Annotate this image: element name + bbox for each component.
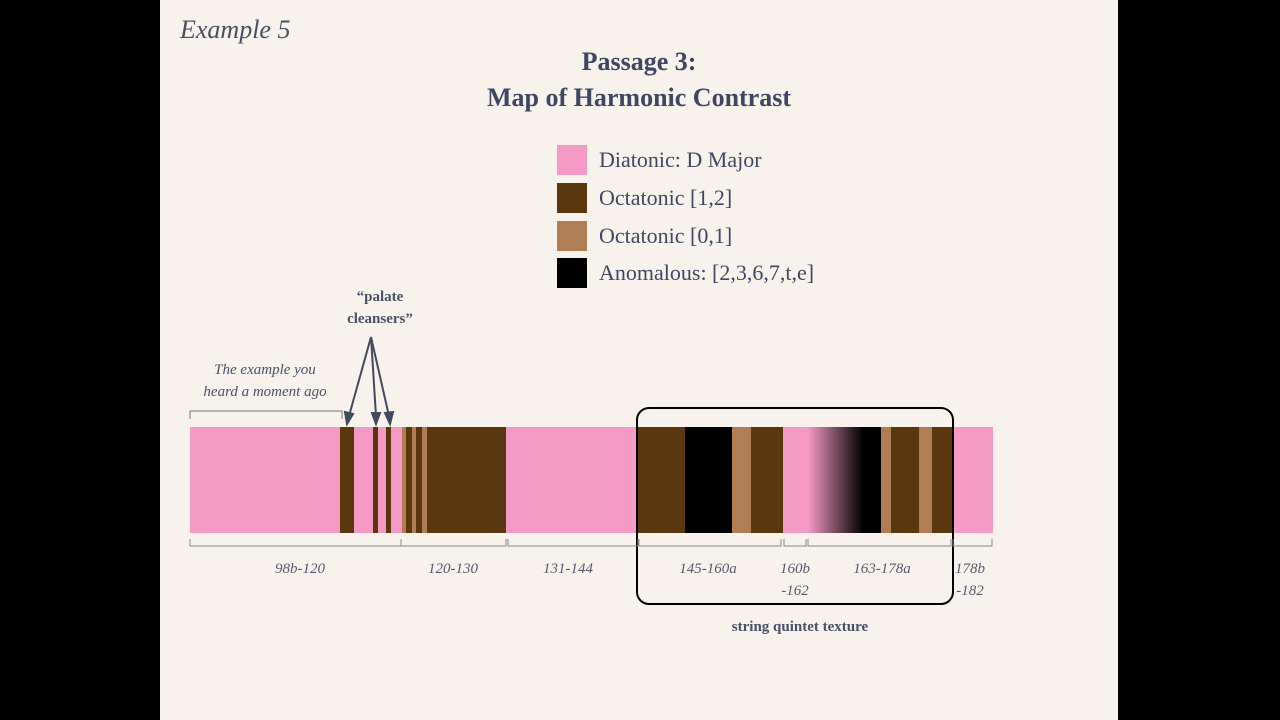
example-annotation: The example you heard a moment ago xyxy=(180,359,350,403)
octatonic-01-segment xyxy=(919,427,932,533)
legend-label-octatonic-01: Octatonic [0,1] xyxy=(599,223,733,248)
arrow-head xyxy=(383,410,395,428)
arrow-line xyxy=(370,336,390,417)
range-bracket xyxy=(189,539,402,547)
range-bracket xyxy=(400,539,507,547)
range-bracket xyxy=(952,539,993,547)
octatonic-12-segment xyxy=(891,427,919,533)
range-label-line1: 160b xyxy=(780,561,810,577)
range-label: 163-178a xyxy=(832,558,932,580)
example-line-1: The example you xyxy=(214,362,316,378)
quintet-box xyxy=(636,407,954,605)
range-bracket xyxy=(783,539,807,547)
octatonic-12-segment xyxy=(427,427,506,533)
octatonic-01-segment xyxy=(412,427,416,533)
octatonic-01-segment xyxy=(422,427,427,533)
title-line-1: Passage 3: xyxy=(581,47,697,76)
octatonic-12-segment xyxy=(751,427,783,533)
legend-label-octatonic-12: Octatonic [1,2] xyxy=(599,185,733,210)
legend-swatch-diatonic xyxy=(557,145,587,175)
range-label-line1: 178b xyxy=(955,561,985,577)
range-label-line1: 163-178a xyxy=(853,561,911,577)
anomalous-gradient-segment xyxy=(808,427,863,533)
octatonic-01-segment xyxy=(881,427,891,533)
range-label-line1: 131-144 xyxy=(543,561,593,577)
range-label-line1: 98b-120 xyxy=(275,561,325,577)
arrow-head xyxy=(370,412,382,427)
legend-label-anomalous: Anomalous: [2,3,6,7,t,e] xyxy=(599,260,815,285)
octatonic-12-segment xyxy=(340,427,354,533)
arrow-line xyxy=(348,336,372,417)
title-line-2: Map of Harmonic Contrast xyxy=(486,83,791,112)
range-label: 160b -162 xyxy=(765,558,825,602)
arrow-head xyxy=(343,410,355,427)
range-label: 98b-120 xyxy=(250,558,350,580)
example-bracket xyxy=(189,410,343,419)
octatonic-12-segment xyxy=(406,427,412,533)
legend-swatch-octatonic-01 xyxy=(557,221,587,251)
range-bracket xyxy=(507,539,639,547)
range-label: 145-160a xyxy=(658,558,758,580)
palate-arrows xyxy=(343,336,395,428)
range-label-line1: 145-160a xyxy=(679,561,737,577)
octatonic-12-segment xyxy=(416,427,422,533)
range-label: 131-144 xyxy=(518,558,618,580)
legend-swatch-octatonic-12 xyxy=(557,183,587,213)
range-brackets xyxy=(189,539,993,547)
example-label: Example 5 xyxy=(180,15,291,44)
octatonic-12-segment xyxy=(386,427,391,533)
range-bracket xyxy=(807,539,952,547)
quintet-label: string quintet texture xyxy=(731,619,869,635)
range-label: 120-130 xyxy=(403,558,503,580)
range-label-line2: -182 xyxy=(956,583,984,599)
range-label-line2: -162 xyxy=(781,583,809,599)
range-bracket xyxy=(638,539,782,547)
palate-cleansers-annotation: “palate cleansers” xyxy=(320,286,440,330)
legend-swatch-anomalous xyxy=(557,258,587,288)
palate-line-1: “palate xyxy=(356,289,404,305)
legend-label-diatonic: Diatonic: D Major xyxy=(599,147,762,172)
example-line-2: heard a moment ago xyxy=(203,384,327,400)
octatonic-12-segment xyxy=(932,427,952,533)
arrow-line xyxy=(370,336,377,417)
octatonic-01-segment xyxy=(732,427,751,533)
range-label: 178b -182 xyxy=(940,558,1000,602)
octatonic-12-segment xyxy=(638,427,685,533)
octatonic-01-segment xyxy=(402,427,406,533)
anomalous-segment xyxy=(685,427,732,533)
palate-line-2: cleansers” xyxy=(347,311,413,327)
range-label-line1: 120-130 xyxy=(428,561,478,577)
anomalous-segment xyxy=(863,427,881,533)
octatonic-12-segment xyxy=(373,427,378,533)
